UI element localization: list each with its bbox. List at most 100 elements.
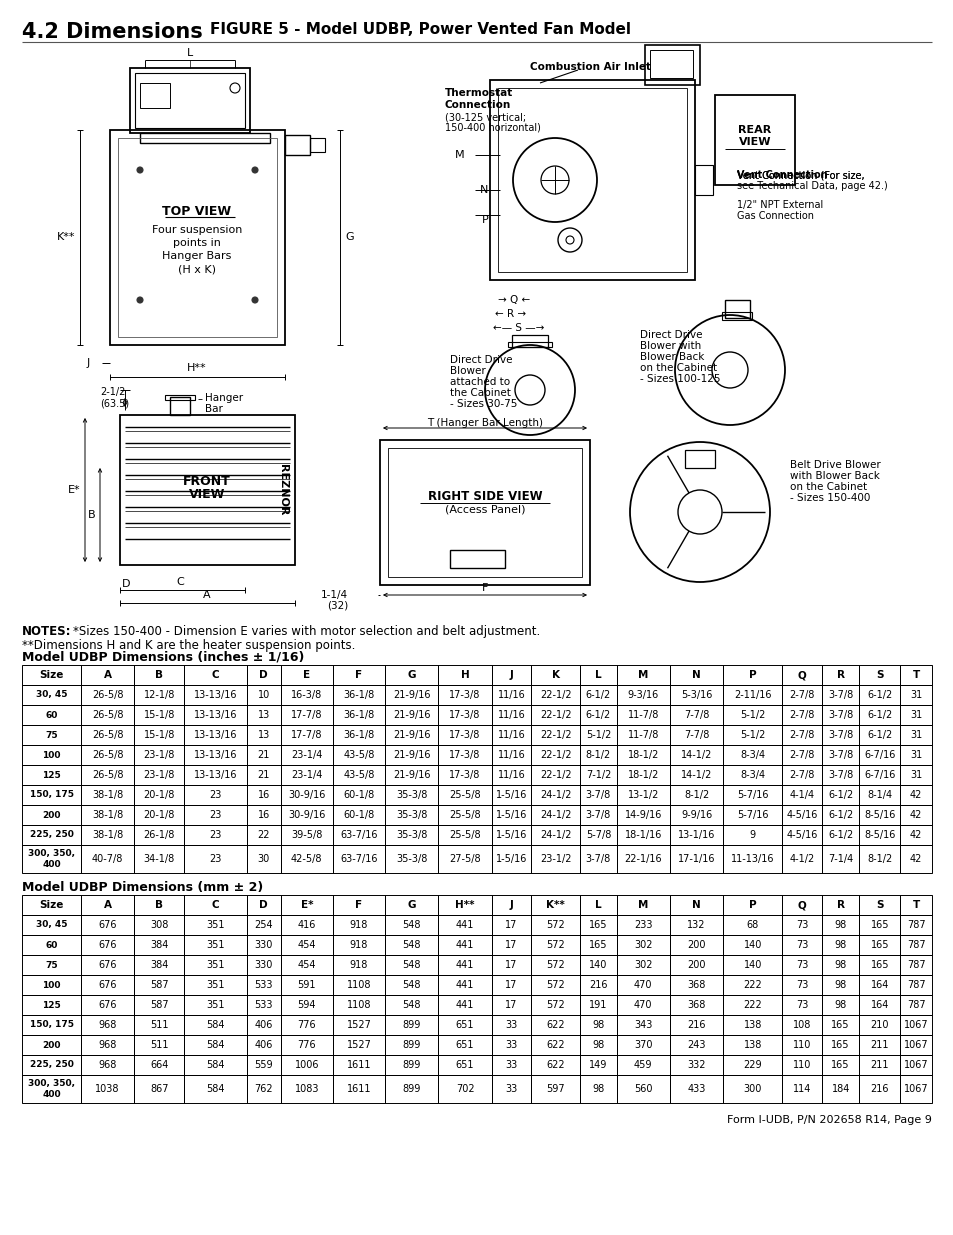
Text: 43-5/8: 43-5/8: [343, 769, 375, 781]
Text: 22-1/2: 22-1/2: [539, 710, 571, 720]
Text: 6-1/2: 6-1/2: [827, 810, 852, 820]
Bar: [531, 935, 579, 955]
Text: 165: 165: [830, 1060, 849, 1070]
Text: 511: 511: [150, 1020, 169, 1030]
Bar: [134, 705, 184, 725]
Text: 165: 165: [830, 1040, 849, 1050]
Text: 60: 60: [45, 710, 57, 720]
Text: REZNOR: REZNOR: [277, 464, 288, 516]
Text: on the Cabinet: on the Cabinet: [789, 482, 866, 492]
Bar: [22, 745, 81, 764]
Bar: [22, 705, 81, 725]
Text: 9-9/16: 9-9/16: [680, 810, 712, 820]
Bar: [781, 725, 821, 745]
Text: 8-1/2: 8-1/2: [585, 750, 610, 760]
Bar: [140, 83, 170, 107]
Text: J: J: [87, 358, 90, 368]
Text: 23-1/2: 23-1/2: [539, 853, 571, 864]
Text: 3-7/8: 3-7/8: [827, 690, 852, 700]
Text: 548: 548: [402, 960, 420, 969]
Bar: [722, 955, 781, 974]
Text: P: P: [748, 671, 756, 680]
Bar: [722, 1074, 781, 1103]
Bar: [247, 764, 280, 785]
Bar: [184, 705, 247, 725]
Text: 17: 17: [505, 920, 517, 930]
Text: 165: 165: [589, 920, 607, 930]
Text: 15-1/8: 15-1/8: [144, 710, 174, 720]
Text: 222: 222: [742, 981, 761, 990]
Bar: [859, 1055, 900, 1074]
Text: 1067: 1067: [902, 1060, 927, 1070]
Text: 384: 384: [150, 940, 169, 950]
Bar: [333, 935, 385, 955]
Bar: [81, 705, 134, 725]
Text: 5-7/16: 5-7/16: [737, 790, 768, 800]
Text: 225, 250: 225, 250: [30, 1061, 73, 1070]
Bar: [247, 805, 280, 825]
Bar: [781, 1035, 821, 1055]
Text: 26-5/8: 26-5/8: [91, 710, 123, 720]
Text: 11-7/8: 11-7/8: [627, 730, 659, 740]
Bar: [616, 805, 669, 825]
Text: (H x K): (H x K): [178, 264, 215, 274]
Text: 165: 165: [589, 940, 607, 950]
Text: K**: K**: [56, 232, 75, 242]
Text: (63.5): (63.5): [100, 398, 129, 408]
Bar: [531, 664, 579, 685]
Text: 899: 899: [402, 1084, 420, 1094]
Bar: [722, 785, 781, 805]
Text: 21: 21: [257, 750, 270, 760]
Bar: [722, 915, 781, 935]
Bar: [385, 955, 438, 974]
Bar: [781, 995, 821, 1015]
Text: 351: 351: [206, 940, 225, 950]
Text: M: M: [638, 900, 648, 910]
Text: 384: 384: [150, 960, 169, 969]
Text: 14-1/2: 14-1/2: [680, 769, 712, 781]
Text: 22-1/2: 22-1/2: [539, 730, 571, 740]
Bar: [616, 974, 669, 995]
Text: 108: 108: [792, 1020, 810, 1030]
Bar: [247, 974, 280, 995]
Bar: [859, 1074, 900, 1103]
Text: NOTES:: NOTES:: [22, 625, 71, 638]
Bar: [821, 825, 859, 845]
Bar: [579, 745, 616, 764]
Text: N: N: [692, 900, 700, 910]
Bar: [22, 915, 81, 935]
Text: (Access Panel): (Access Panel): [444, 505, 525, 515]
Bar: [184, 935, 247, 955]
Bar: [491, 745, 531, 764]
Bar: [333, 1074, 385, 1103]
Bar: [616, 1074, 669, 1103]
Bar: [900, 785, 931, 805]
Text: 3-7/8: 3-7/8: [827, 730, 852, 740]
Text: 6-1/2: 6-1/2: [827, 830, 852, 840]
Bar: [280, 995, 333, 1015]
Bar: [900, 705, 931, 725]
Text: 351: 351: [206, 960, 225, 969]
Text: TOP VIEW: TOP VIEW: [162, 205, 232, 219]
Bar: [859, 685, 900, 705]
Text: Gas Connection: Gas Connection: [737, 211, 813, 221]
Text: 184: 184: [831, 1084, 849, 1094]
Bar: [616, 764, 669, 785]
Bar: [438, 915, 491, 935]
Bar: [900, 895, 931, 915]
Text: 330: 330: [254, 960, 273, 969]
Bar: [531, 895, 579, 915]
Text: P: P: [481, 215, 488, 225]
Text: 899: 899: [402, 1040, 420, 1050]
Text: 2-1/2: 2-1/2: [100, 387, 125, 396]
Text: 73: 73: [795, 920, 807, 930]
Text: 125: 125: [42, 771, 61, 779]
Bar: [438, 935, 491, 955]
Text: Thermostat: Thermostat: [444, 88, 513, 98]
Text: 33: 33: [505, 1060, 517, 1070]
Text: A: A: [104, 900, 112, 910]
Bar: [134, 845, 184, 873]
Text: 42: 42: [909, 790, 922, 800]
Text: Direct Drive: Direct Drive: [450, 354, 512, 366]
Text: 968: 968: [98, 1020, 116, 1030]
